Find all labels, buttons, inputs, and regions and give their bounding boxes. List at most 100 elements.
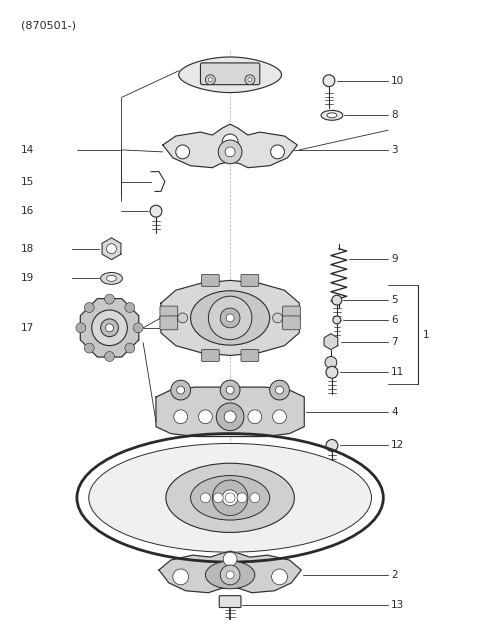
Circle shape [84,343,94,353]
Circle shape [325,356,337,368]
Circle shape [226,386,234,394]
Circle shape [273,313,283,323]
Text: 17: 17 [21,323,34,333]
Circle shape [276,386,284,394]
Ellipse shape [321,110,343,120]
Circle shape [213,493,223,503]
Circle shape [106,324,113,332]
Circle shape [332,295,342,305]
Circle shape [174,410,188,424]
FancyBboxPatch shape [283,316,300,330]
Text: 7: 7 [391,337,398,347]
Text: 10: 10 [391,76,404,85]
Ellipse shape [191,291,270,345]
Circle shape [245,75,255,85]
Ellipse shape [107,275,117,281]
FancyBboxPatch shape [241,275,259,286]
Circle shape [220,565,240,585]
Circle shape [270,380,289,400]
Text: 4: 4 [391,407,398,417]
Circle shape [237,493,247,503]
Circle shape [199,410,212,424]
Ellipse shape [205,561,255,589]
FancyBboxPatch shape [160,316,178,330]
Circle shape [223,552,237,566]
Circle shape [133,323,143,333]
Text: 11: 11 [391,368,405,378]
Circle shape [178,313,188,323]
Text: (870501-): (870501-) [21,21,75,31]
Circle shape [250,493,260,503]
Circle shape [92,310,127,346]
FancyBboxPatch shape [201,63,260,85]
Circle shape [271,145,285,158]
Polygon shape [102,238,121,260]
Circle shape [326,366,338,378]
Polygon shape [179,57,281,92]
Text: 16: 16 [21,206,34,216]
Circle shape [101,319,119,337]
Circle shape [272,569,288,585]
Circle shape [248,78,252,82]
Circle shape [225,493,235,503]
Circle shape [216,403,244,431]
Circle shape [326,439,338,451]
FancyBboxPatch shape [283,306,300,320]
Circle shape [105,294,114,304]
Text: 13: 13 [391,600,405,610]
Polygon shape [80,299,139,357]
Circle shape [223,410,237,424]
Text: 3: 3 [391,145,398,155]
Circle shape [220,308,240,328]
Text: 6: 6 [391,315,398,325]
Polygon shape [159,551,301,593]
Circle shape [125,303,135,313]
Circle shape [173,569,189,585]
FancyBboxPatch shape [202,275,219,286]
Text: 12: 12 [391,441,405,451]
FancyBboxPatch shape [202,349,219,361]
Text: HYUNDAI: HYUNDAI [217,71,242,76]
Circle shape [226,314,234,322]
Circle shape [150,205,162,217]
FancyBboxPatch shape [219,596,241,608]
Circle shape [76,323,86,333]
Circle shape [323,75,335,87]
Circle shape [205,75,216,85]
Ellipse shape [166,463,294,532]
Circle shape [201,493,210,503]
Circle shape [222,490,238,505]
Circle shape [107,244,117,254]
Ellipse shape [327,113,337,118]
Text: 2: 2 [391,570,398,580]
Circle shape [176,145,190,158]
Circle shape [333,316,341,324]
Polygon shape [163,124,297,168]
Circle shape [208,78,212,82]
Circle shape [220,380,240,400]
Circle shape [208,296,252,339]
Circle shape [224,411,236,422]
Text: 15: 15 [21,177,34,187]
Text: 14: 14 [21,145,34,155]
Circle shape [105,351,114,361]
Circle shape [84,303,94,313]
FancyBboxPatch shape [160,306,178,320]
Polygon shape [156,387,304,437]
Circle shape [212,480,248,515]
Circle shape [177,386,185,394]
Text: 8: 8 [391,110,398,120]
Text: 19: 19 [21,273,34,283]
Circle shape [225,147,235,157]
Ellipse shape [101,273,122,285]
Circle shape [273,410,287,424]
FancyBboxPatch shape [241,349,259,361]
Circle shape [222,134,238,150]
Text: 9: 9 [391,253,398,263]
Text: 1: 1 [423,329,430,339]
Ellipse shape [191,475,270,520]
Text: 5: 5 [391,295,398,305]
Ellipse shape [89,444,372,552]
Circle shape [226,571,234,579]
Circle shape [248,410,262,424]
